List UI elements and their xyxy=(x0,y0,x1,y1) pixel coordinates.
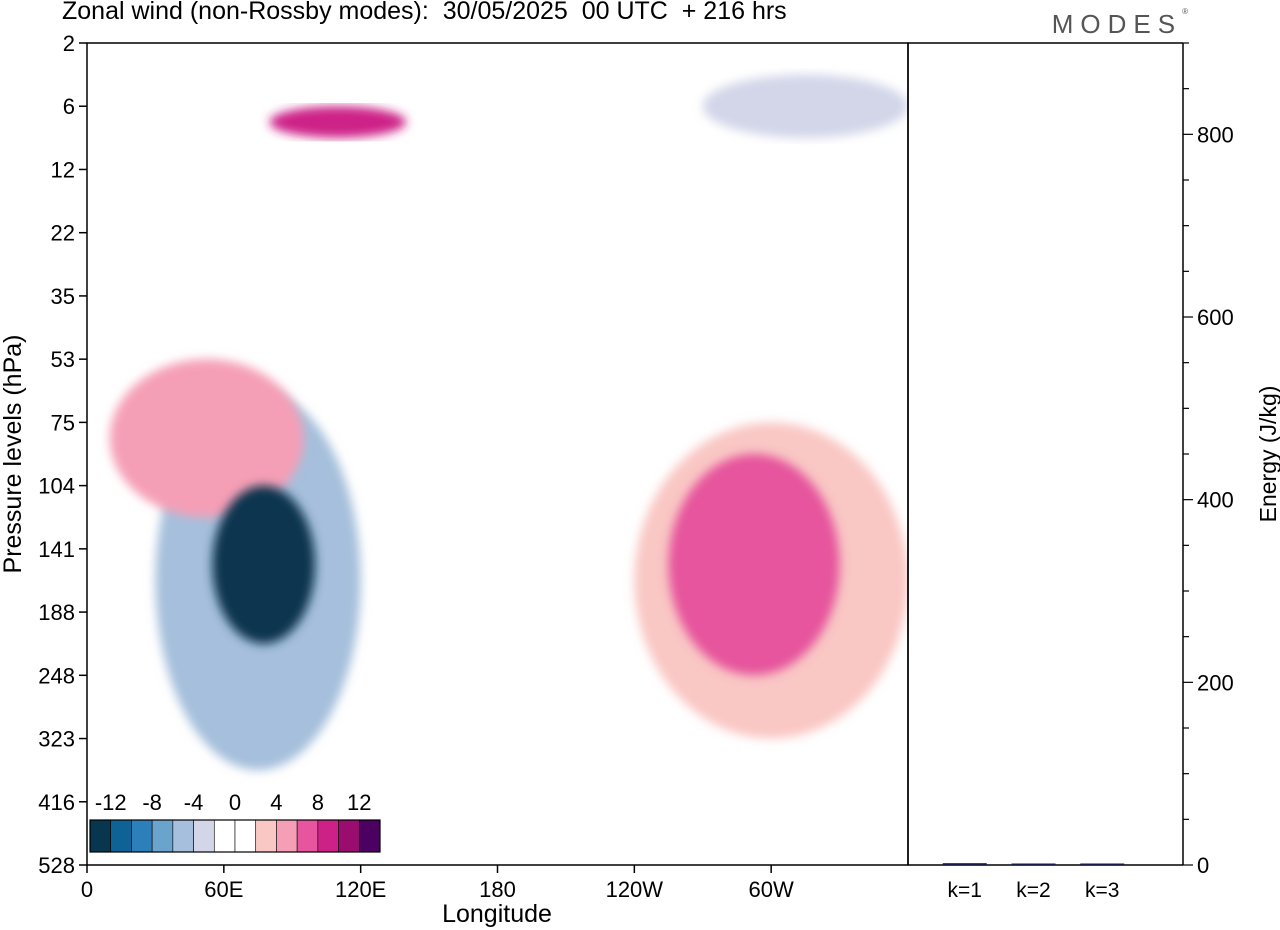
energy-category-label: k=1 xyxy=(948,879,982,902)
x-axis-ticks: 0 60E 120E 180 120W 60W xyxy=(81,865,794,902)
brand-mark: ® xyxy=(1182,7,1188,16)
colorbar-swatch xyxy=(213,819,236,853)
colorbar-tick-label: -4 xyxy=(184,790,204,815)
colorbar-swatch xyxy=(172,819,194,853)
colorbar-swatch xyxy=(151,819,174,853)
colorbar-tick-label: 0 xyxy=(229,790,241,815)
y-tick-label: 528 xyxy=(38,853,75,878)
x-tick-label: 60E xyxy=(204,877,243,902)
brand-name: MODES xyxy=(1051,9,1183,39)
chart-title: Zonal wind (non-Rossby modes): 30/05/202… xyxy=(62,0,787,25)
colorbar-tick-label: 4 xyxy=(270,790,282,815)
energy-bar xyxy=(1080,863,1125,865)
colorbar-swatch xyxy=(255,819,277,853)
y-tick-label: 35 xyxy=(51,284,75,309)
colorbar-swatch xyxy=(131,819,153,853)
y-tick-label: 22 xyxy=(51,221,75,246)
colorbar-tick-label: -12 xyxy=(95,790,127,815)
energy-bar xyxy=(1011,863,1056,865)
colorbar: -12 -8 -4 0 4 8 12 xyxy=(89,790,381,853)
colorbar-tick-label: -8 xyxy=(142,790,162,815)
energy-axis-label: Energy (J/kg) xyxy=(1255,386,1280,523)
x-tick-label: 60W xyxy=(749,877,794,902)
x-tick-label: 120W xyxy=(606,877,664,902)
colorbar-frame xyxy=(89,819,381,853)
x-axis-label: Longitude xyxy=(442,900,552,928)
colorbar-swatch xyxy=(296,819,319,853)
wind-region xyxy=(668,454,840,676)
brand-logo: MODES® xyxy=(1051,7,1188,40)
energy-bar xyxy=(942,863,987,865)
y-tick-label: 75 xyxy=(51,410,75,435)
colorbar-tick-label: 8 xyxy=(312,790,324,815)
colorbar-swatch xyxy=(358,819,381,853)
energy-axis-ticks: 0 200 400 600 800 xyxy=(1183,42,1234,878)
y-tick-label: 2 xyxy=(63,31,75,56)
energy-bars: k=1 k=2 k=3 xyxy=(942,863,1125,902)
y-tick-label: 416 xyxy=(38,790,75,815)
y-tick-label: 6 xyxy=(63,94,75,119)
energy-tick-label: 200 xyxy=(1197,670,1234,695)
wind-region xyxy=(702,74,908,138)
y-tick-label: 248 xyxy=(38,663,75,688)
colorbar-swatch xyxy=(234,819,257,853)
colorbar-swatch xyxy=(193,819,215,853)
colorbar-swatch xyxy=(110,819,132,853)
heatmap xyxy=(87,43,908,865)
y-tick-label: 53 xyxy=(51,347,75,372)
energy-tick-label: 600 xyxy=(1197,305,1234,330)
energy-tick-label: 400 xyxy=(1197,488,1234,513)
energy-category-label: k=3 xyxy=(1085,879,1119,902)
y-tick-label: 323 xyxy=(38,727,75,752)
x-tick-label: 120E xyxy=(335,877,386,902)
y-tick-label: 188 xyxy=(38,600,75,625)
wind-region xyxy=(212,485,316,644)
y-tick-label: 12 xyxy=(51,157,75,182)
energy-tick-label: 0 xyxy=(1197,853,1209,878)
y-axis-ticks: 2 6 12 22 35 53 75 104 141 188 248 323 416 528 xyxy=(38,31,87,878)
y-axis-label: Pressure levels (hPa) xyxy=(0,335,27,574)
wind-region xyxy=(109,359,304,518)
colorbar-swatch xyxy=(89,819,112,853)
x-tick-label: 180 xyxy=(479,877,516,902)
colorbar-swatch xyxy=(317,819,339,853)
colorbar-swatch xyxy=(276,819,298,853)
y-tick-label: 141 xyxy=(38,537,75,562)
energy-category-label: k=2 xyxy=(1016,879,1050,902)
energy-tick-label: 800 xyxy=(1197,122,1234,147)
y-tick-label: 104 xyxy=(38,474,75,499)
wind-region xyxy=(269,106,407,138)
colorbar-swatch xyxy=(338,819,360,853)
colorbar-tick-label: 12 xyxy=(347,790,371,815)
x-tick-label: 0 xyxy=(81,877,93,902)
